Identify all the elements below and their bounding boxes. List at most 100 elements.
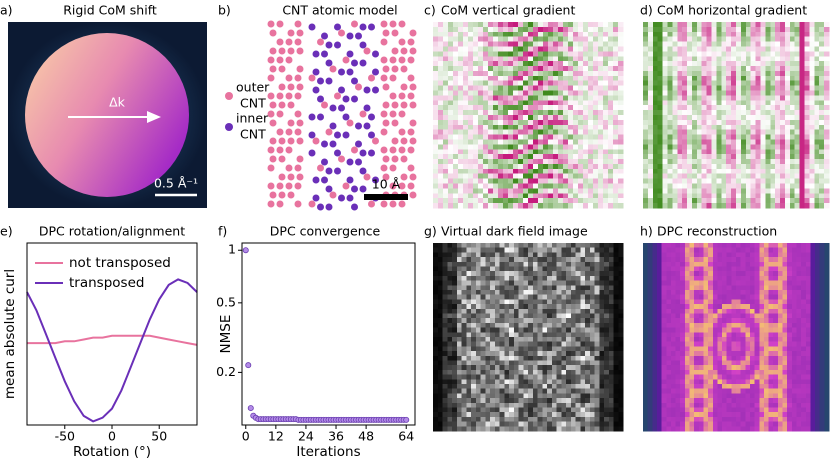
pixel	[794, 159, 800, 165]
inner-atom	[346, 68, 354, 76]
pixel	[805, 247, 811, 253]
pixel	[701, 149, 707, 155]
pixel	[456, 360, 462, 366]
pixel	[618, 203, 624, 209]
pixel	[566, 355, 572, 361]
pixel	[711, 139, 717, 145]
pixel	[731, 100, 737, 106]
pixel	[787, 266, 793, 272]
pixel	[824, 173, 830, 179]
pixel	[809, 75, 815, 82]
outer-atom	[389, 182, 397, 190]
pixel	[523, 308, 529, 314]
pixel	[442, 266, 448, 272]
pixel	[731, 188, 737, 194]
inner-atom	[308, 131, 316, 139]
pixel	[618, 346, 624, 352]
pixel	[513, 280, 519, 286]
pixel	[667, 36, 673, 42]
scale-bar-label: 10 Å	[372, 177, 401, 192]
pixel	[508, 154, 514, 160]
pixel	[461, 290, 467, 295]
pixel	[775, 70, 781, 77]
pixel	[657, 134, 663, 140]
inner-atom	[363, 86, 371, 94]
pixel	[599, 308, 605, 314]
pixel	[726, 183, 732, 189]
pixel	[473, 90, 479, 96]
pixel	[760, 110, 766, 116]
pixel	[442, 341, 448, 347]
pixel	[433, 243, 439, 248]
pixel	[548, 168, 554, 175]
pixel	[499, 402, 505, 408]
outer-atom	[267, 74, 275, 82]
pixel	[458, 90, 464, 96]
pixel	[687, 22, 693, 28]
pixel	[532, 313, 538, 319]
pixel	[598, 124, 604, 130]
outer-atom	[363, 173, 371, 181]
pixel	[523, 115, 529, 121]
pixel	[478, 149, 484, 155]
pixel	[578, 110, 584, 116]
pixel	[824, 252, 830, 258]
outer-atom	[382, 29, 390, 37]
pixel	[480, 247, 486, 253]
pixel	[551, 388, 557, 394]
pixel	[518, 66, 524, 72]
pixel	[775, 139, 781, 145]
pixel	[677, 193, 683, 199]
pixel	[593, 198, 599, 204]
pixel	[578, 129, 584, 135]
pixel	[437, 393, 443, 399]
pixel	[618, 75, 624, 82]
pixel	[570, 290, 576, 295]
pixel	[784, 159, 791, 165]
pixel	[731, 261, 737, 267]
pixel	[604, 341, 610, 347]
pixel	[443, 115, 449, 121]
pixel	[652, 243, 658, 248]
pixel	[801, 243, 807, 248]
pixel	[503, 66, 509, 72]
pixel	[726, 119, 732, 126]
pixel	[528, 299, 534, 305]
pixel	[815, 247, 820, 253]
pixel	[604, 299, 610, 305]
pixel	[750, 159, 756, 165]
pixel	[598, 198, 604, 204]
pixel	[548, 36, 554, 42]
pixel	[721, 22, 727, 28]
pixel	[556, 365, 562, 371]
pixel	[613, 124, 619, 130]
pixel	[657, 70, 663, 77]
pixel	[809, 66, 815, 72]
pixel	[608, 51, 614, 57]
pixel	[731, 110, 737, 116]
pixel	[566, 346, 572, 352]
pixel	[508, 70, 514, 77]
pixel	[716, 203, 722, 209]
pixel	[456, 261, 462, 267]
pixel	[603, 41, 609, 47]
outer-atom	[267, 200, 275, 208]
pixel	[777, 257, 783, 263]
panel-title: CNT atomic model	[282, 3, 397, 18]
pixel	[819, 154, 825, 160]
pixel	[508, 90, 514, 96]
pixel	[672, 110, 678, 116]
pixel	[657, 22, 663, 28]
pixel	[603, 110, 609, 116]
pixel	[656, 243, 662, 248]
pixel	[471, 271, 477, 277]
pixel	[770, 139, 776, 145]
inner-atom	[346, 194, 354, 202]
pixel	[513, 41, 519, 47]
pixel	[488, 61, 494, 67]
pixel	[580, 421, 586, 427]
pixel	[760, 36, 766, 42]
pixel	[760, 70, 766, 77]
pixel	[488, 100, 494, 106]
pixel	[819, 173, 825, 179]
